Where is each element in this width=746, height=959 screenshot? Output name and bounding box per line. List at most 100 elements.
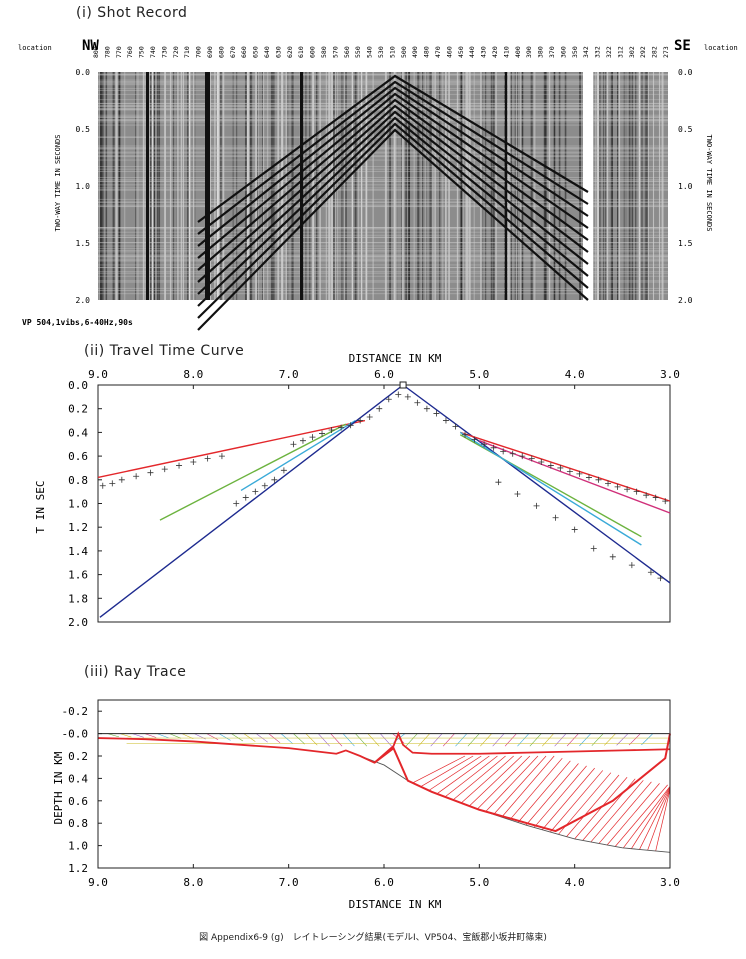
- trace-band: [218, 72, 220, 300]
- time-tick-right: 0.5: [678, 125, 693, 134]
- trace-band: [319, 72, 321, 300]
- refraction-event: [197, 122, 589, 319]
- noise-band: [98, 156, 668, 158]
- rt-shallow-ray: [430, 733, 443, 747]
- tt-observed-point: [133, 473, 140, 480]
- rt-y-tick: -0.2: [62, 705, 89, 718]
- tt-model-line: [479, 440, 671, 514]
- tt-observed-point: [290, 441, 297, 448]
- tt-observed-point: [495, 479, 502, 486]
- tt-observed-point: [357, 417, 364, 424]
- rt-deep-ray: [444, 755, 498, 798]
- time-tick-right: 1.5: [678, 239, 693, 248]
- trace-band: [431, 72, 432, 300]
- trace-band: [281, 72, 284, 300]
- rt-shallow-ray: [280, 733, 293, 744]
- tt-model-line: [460, 431, 671, 502]
- noise-band: [98, 251, 668, 253]
- location-tick: 740: [149, 46, 157, 58]
- shot-time-ticks: 0.0 0.0 0.5 0.5 1.0 1.0 1.5 1.5 2.0 2.0: [76, 68, 693, 305]
- nw-label: NW: [82, 38, 99, 54]
- tt-observed-point: [404, 393, 411, 400]
- rt-shallow-ray: [480, 733, 492, 747]
- tt-observed-point: [452, 423, 459, 430]
- trace-band: [316, 72, 318, 300]
- tt-observed-point: [376, 405, 383, 412]
- location-tick: 282: [651, 46, 659, 58]
- noise-band: [98, 88, 668, 90]
- location-label-left: location: [18, 44, 52, 52]
- tt-observed-point: [395, 391, 402, 398]
- noise-band: [98, 272, 668, 274]
- trace-band: [599, 72, 601, 300]
- rt-deep-ray: [485, 755, 539, 813]
- location-tick: 730: [160, 46, 168, 58]
- noise-band: [98, 258, 668, 260]
- rt-shallow-ray: [317, 733, 330, 747]
- tt-y-tick: 1.2: [68, 521, 88, 534]
- dead-trace: [583, 72, 593, 300]
- rt-shallow-ray: [504, 733, 517, 747]
- noise-band: [98, 260, 668, 262]
- noise-band: [98, 82, 668, 84]
- tt-observed-point: [176, 462, 183, 469]
- tt-observed-point: [628, 562, 635, 569]
- location-tick: 630: [274, 46, 282, 58]
- rt-deep-ray: [614, 784, 668, 847]
- trace-band: [647, 72, 649, 300]
- tt-x-ticks: 9.0 8.0 7.0 6.0 5.0 4.0 3.0: [88, 368, 680, 389]
- tt-observed-point: [109, 480, 116, 487]
- tt-observed-point: [204, 455, 211, 462]
- rt-y-tick: 0.8: [68, 817, 88, 830]
- trace-band: [473, 72, 475, 300]
- noise-band: [98, 201, 668, 203]
- tt-observed-point: [590, 545, 597, 552]
- noise-band: [98, 184, 668, 186]
- rt-deep-ray: [517, 760, 571, 823]
- trace-band: [384, 72, 387, 300]
- trace-band: [102, 72, 104, 300]
- rt-deep-ray: [452, 755, 506, 801]
- trace-band: [286, 72, 288, 300]
- trace-band: [442, 72, 444, 300]
- trace-band: [425, 72, 427, 300]
- tt-observed-point: [319, 430, 326, 437]
- trace-band: [112, 72, 115, 300]
- tt-y-tick: 1.6: [68, 569, 88, 582]
- trace-band: [517, 72, 518, 300]
- location-tick: 460: [445, 46, 453, 58]
- noise-band: [98, 119, 668, 121]
- trace-band: [597, 72, 600, 300]
- noise-band: [98, 206, 668, 208]
- tt-observed-point: [633, 488, 640, 495]
- noise-band: [98, 231, 668, 233]
- trace-band: [255, 72, 258, 300]
- trace-band: [429, 72, 432, 300]
- noise-band: [98, 248, 668, 250]
- refraction-event: [197, 104, 589, 283]
- trace-band: [443, 72, 445, 300]
- trace-band: [248, 72, 250, 300]
- trace-band: [365, 72, 368, 300]
- trace-band: [603, 72, 605, 300]
- trace-band: [507, 72, 510, 300]
- noise-band: [98, 266, 668, 268]
- se-label: SE: [674, 38, 691, 54]
- rt-shallow-rays: [107, 733, 670, 747]
- trace-band: [484, 72, 487, 300]
- location-tick: 710: [183, 46, 191, 58]
- location-tick: 480: [423, 46, 431, 58]
- rt-deep-ray: [631, 786, 671, 849]
- location-tick: 322: [605, 46, 613, 58]
- time-tick-left: 0.0: [76, 68, 91, 77]
- tt-observed-point: [643, 492, 650, 499]
- rt-x-tick: 3.0: [660, 876, 680, 889]
- trace-band: [401, 72, 404, 300]
- figure-caption: 図 Appendix6-9 (g) レイトレーシング結果(モデルⅠ、VP504、…: [199, 933, 547, 943]
- rt-shallow-ray: [330, 733, 343, 747]
- trace-band: [124, 72, 126, 300]
- trace-band: [292, 72, 295, 300]
- noise-band: [98, 227, 668, 229]
- tt-observed-point: [624, 486, 631, 493]
- noise-band: [98, 255, 668, 257]
